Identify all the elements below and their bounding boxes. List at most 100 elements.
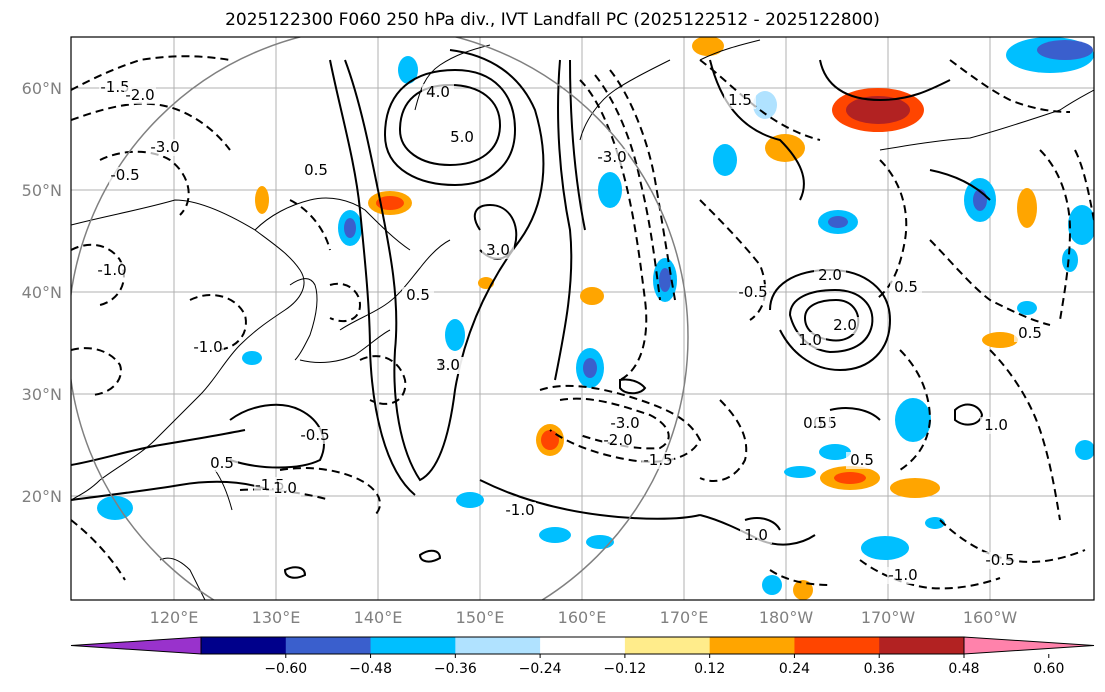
contour-label-bg <box>446 129 478 146</box>
colorbar-tick-label: −0.48 <box>349 661 392 677</box>
contour-label-bg <box>504 502 536 519</box>
cool-patch <box>398 56 418 84</box>
colorbar-segment <box>709 637 795 654</box>
contour-label-bg <box>482 242 514 259</box>
warm-patch <box>846 96 910 124</box>
cool-patch <box>784 466 816 478</box>
contour-label-bg <box>794 332 826 349</box>
lat-label-30n: 30°N <box>22 385 62 404</box>
colorbar-segment <box>455 637 541 654</box>
cool-patch <box>456 492 484 508</box>
colorbar-segment <box>879 637 965 654</box>
cool-patch <box>445 319 465 351</box>
contour-label-bg <box>737 284 769 301</box>
contour-label: 0.5 <box>210 454 234 472</box>
cool-patch <box>762 575 782 595</box>
cool-patch <box>1068 205 1094 245</box>
colorbar-segment <box>370 637 456 654</box>
colorbar-tick-label: 0.60 <box>1033 661 1064 677</box>
colorbar-tick-label: −0.60 <box>264 661 307 677</box>
contour-label-bg <box>149 139 181 156</box>
cool-patch <box>344 218 356 238</box>
warm-patch <box>255 186 269 214</box>
colorbar-segment <box>794 637 880 654</box>
contour-label-bg <box>192 339 224 356</box>
cool-patch <box>828 216 848 228</box>
lon-label-160w: 160°W <box>963 608 1018 627</box>
contour-label: -0.5 <box>110 166 139 184</box>
contour-label: -3.0 <box>150 138 179 156</box>
contour-label: 0.5 <box>406 286 430 304</box>
warm-patch <box>1017 188 1037 228</box>
warm-patch <box>890 478 940 498</box>
cool-patch <box>598 172 622 208</box>
lat-label-50n: 50°N <box>22 181 62 200</box>
contour-label-bg <box>206 455 238 472</box>
contour-label: 3.0 <box>436 356 460 374</box>
cool-patch <box>242 351 262 365</box>
contour-label: -1.0 <box>193 338 222 356</box>
contour-label: 0.5 <box>850 451 874 469</box>
contour-label-bg <box>799 415 831 432</box>
colorbar-border <box>200 636 965 655</box>
cool-patch <box>895 398 931 442</box>
lon-label-140e: 140°E <box>354 608 403 627</box>
contour-label: 3.0 <box>486 241 510 259</box>
contour-label: -1.0 <box>97 261 126 279</box>
contour-label: 0.5 <box>304 161 328 179</box>
colorbar-segment <box>540 637 626 654</box>
warm-patch <box>541 430 559 450</box>
contour-labels: -1.5-2.0-3.0-0.5-1.00.55.04.03.01.0-0.5-… <box>96 78 1046 584</box>
colorbar-extend-high <box>963 636 1095 655</box>
cool-patch <box>713 144 737 176</box>
reference-circle <box>71 37 689 600</box>
contour-label-bg <box>432 357 464 374</box>
contour-label-bg <box>980 417 1012 434</box>
shaded-patches <box>97 37 1094 600</box>
coastlines <box>71 39 1094 600</box>
lon-label-120e: 120°E <box>150 608 199 627</box>
contour-label-bg <box>269 480 301 497</box>
lon-label-130e: 130°E <box>252 608 301 627</box>
contour-label: 2.0 <box>833 316 857 334</box>
warm-patch <box>793 580 813 600</box>
contour-label: -1.0 <box>888 566 917 584</box>
colorbar: −0.60 −0.48 −0.36 −0.24 −0.12 0.12 0.24 0.36 0.4… <box>70 636 1095 677</box>
colorbar-segment <box>285 637 372 654</box>
cool-patch <box>1017 301 1037 315</box>
contour-label-bg <box>99 79 131 96</box>
contour-label-bg <box>602 432 634 449</box>
colorbar-tick-label: −0.12 <box>603 661 646 677</box>
contour-label-bg <box>422 84 454 101</box>
warm-patch <box>765 134 805 162</box>
positive-contours <box>71 49 991 579</box>
contour-label: 1.0 <box>744 526 768 544</box>
contour-label-bg <box>887 567 919 584</box>
contour-label: -2.0 <box>603 431 632 449</box>
contour-label-bg <box>829 317 861 334</box>
contour-label: -0.5 <box>985 551 1014 569</box>
cool-patch <box>1075 440 1094 460</box>
colorbar-segment <box>201 637 287 654</box>
contour-label-bg <box>300 162 332 179</box>
cool-patch <box>583 358 597 378</box>
contour-label: -1.0 <box>505 501 534 519</box>
contour-label: 1.5 <box>728 91 752 109</box>
colorbar-tick-label: −0.24 <box>519 661 562 677</box>
warm-patch <box>580 287 604 305</box>
contour-label: 0.5 <box>1018 324 1042 342</box>
contour-label-bg <box>814 267 846 284</box>
cool-patch <box>861 536 909 560</box>
lon-label-170e: 170°E <box>660 608 709 627</box>
longitude-labels: 120°E 130°E 140°E 150°E 160°E 170°E 180°… <box>150 608 1018 627</box>
colorbar-tick-label: 0.36 <box>864 661 895 677</box>
contour-label: -3.0 <box>597 148 626 166</box>
contour-label: -0.5 <box>738 283 767 301</box>
contour-label: 1.0 <box>798 331 822 349</box>
contour-label-bg <box>96 262 128 279</box>
lon-label-150e: 150°E <box>456 608 505 627</box>
lon-label-160e: 160°E <box>558 608 607 627</box>
colorbar-tick-label: 0.24 <box>779 661 810 677</box>
contour-label: -0.5 <box>300 426 329 444</box>
